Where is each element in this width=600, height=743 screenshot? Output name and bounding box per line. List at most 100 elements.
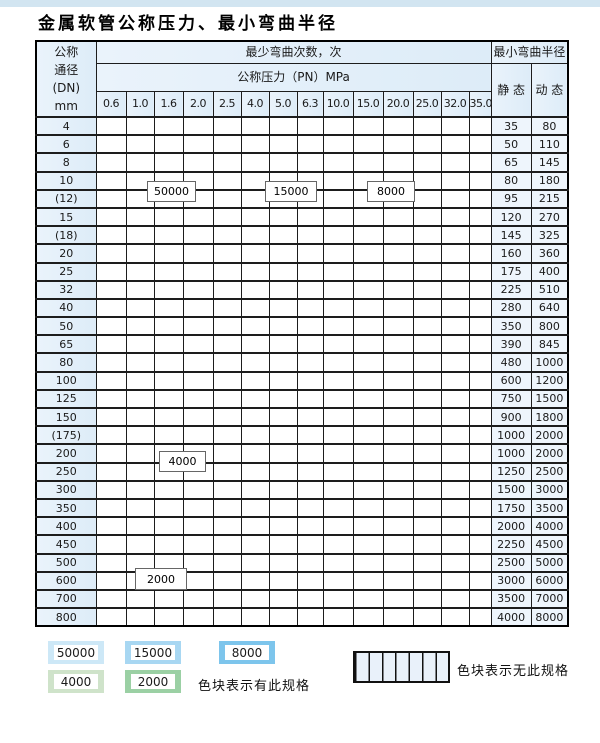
no-spec-cell [212,607,242,627]
table-row: 700 3500 7000 [35,589,569,609]
spec-cell-2000 [212,534,242,555]
spec-cell-4000 [240,425,270,445]
spec-cell-8000 [412,116,442,136]
spec-cell-50000 [182,116,214,136]
no-spec-cell [296,371,324,391]
spec-cell-8000 [296,316,324,336]
no-spec-cell [268,480,298,500]
dn-header-line: (DN) [52,81,81,95]
no-spec-cell [412,425,442,445]
dn-cell: 65 [35,334,97,354]
spec-cell-2000 [95,498,127,518]
spec-cell-2000 [153,607,184,627]
legend-swatch-15000: 15000 [125,641,181,664]
spec-cell-4000 [125,462,155,482]
no-spec-cell [468,261,492,282]
static-value: 280 [490,298,532,318]
page-title: 金属软管公称压力、最小弯曲半径 [38,14,338,34]
no-spec-cell [268,407,298,427]
no-spec-cell [412,462,442,482]
no-spec-cell [296,498,324,518]
no-spec-cell [382,352,414,373]
no-spec-cell [268,589,298,609]
dynamic-value: 6000 [530,571,569,591]
spec-cell-50000 [182,298,214,318]
spec-cell-50000 [125,116,155,136]
table-row: 200 1000 2000 [35,443,569,464]
no-spec-cell [440,371,470,391]
no-spec-cell [240,552,270,573]
static-value: 1500 [490,480,532,500]
pressure-col-header: 15.0 [352,90,384,118]
spec-cell-8000 [322,298,354,318]
no-spec-cell [322,498,354,518]
static-value: 120 [490,207,532,227]
no-spec-cell [352,516,384,536]
no-spec-cell [382,371,414,391]
dynamic-value: 80 [530,116,569,136]
static-value: 2250 [490,534,532,555]
no-spec-cell [382,443,414,464]
no-spec-cell [468,171,492,191]
static-value: 600 [490,371,532,391]
dn-cell: 200 [35,443,97,464]
spec-cell-8000 [322,280,354,300]
spec-cell-50000 [212,152,242,173]
spec-cell-2000 [182,552,214,573]
static-value: 175 [490,261,532,282]
spec-cell-4000 [212,462,242,482]
spec-cell-8000 [322,261,354,282]
spec-cell-15000 [268,261,298,282]
no-spec-cell [322,552,354,573]
no-spec-cell [322,352,354,373]
spec-cell-15000 [240,243,270,264]
dynamic-value: 400 [530,261,569,282]
spec-cell-8000 [352,152,384,173]
static-value: 80 [490,171,532,191]
spec-table: 公称 通径 (DN) mm 最少弯曲次数，次 最小弯曲半径 公称压力（PN）MP… [35,40,570,628]
no-spec-cell [440,280,470,300]
table-row: 350 1750 3500 [35,498,569,518]
no-spec-cell [440,207,470,227]
spec-cell-50000 [212,116,242,136]
spec-cell-4000 [240,443,270,464]
dn-cell: 400 [35,516,97,536]
no-spec-cell [240,498,270,518]
spec-cell-50000 [212,243,242,264]
no-spec-cell [268,389,298,409]
spec-cell-2000 [212,498,242,518]
no-spec-cell [382,480,414,500]
spec-cell-50000 [212,207,242,227]
no-spec-cell [412,516,442,536]
no-spec-cell [352,462,384,482]
no-spec-cell [440,498,470,518]
spec-cell-15000 [296,134,324,154]
spec-cell-8000 [268,316,298,336]
spec-cell-8000 [352,225,384,245]
spec-cell-8000 [322,207,354,227]
spec-cell-4000 [125,443,155,464]
dynamic-value: 180 [530,171,569,191]
no-spec-cell [268,571,298,591]
spec-cell-2000 [212,552,242,573]
spec-cell-50000 [95,207,127,227]
no-spec-cell [412,225,442,245]
dn-cell: 450 [35,534,97,555]
no-spec-cell [440,607,470,627]
dn-cell: (175) [35,425,97,445]
dn-cell: 6 [35,134,97,154]
spec-cell-50000 [182,243,214,264]
no-spec-cell [322,589,354,609]
static-value: 35 [490,116,532,136]
spec-cell-15000 [240,171,270,191]
no-spec-cell [412,552,442,573]
table-row: 250 1250 2500 [35,462,569,482]
spec-cell-50000 [95,280,127,300]
spec-cell-15000 [268,134,298,154]
spec-cell-8000 [296,334,324,354]
no-spec-cell [412,571,442,591]
no-spec-cell [382,280,414,300]
no-spec-cell [468,352,492,373]
no-spec-cell [382,389,414,409]
spec-cell-2000 [153,498,184,518]
